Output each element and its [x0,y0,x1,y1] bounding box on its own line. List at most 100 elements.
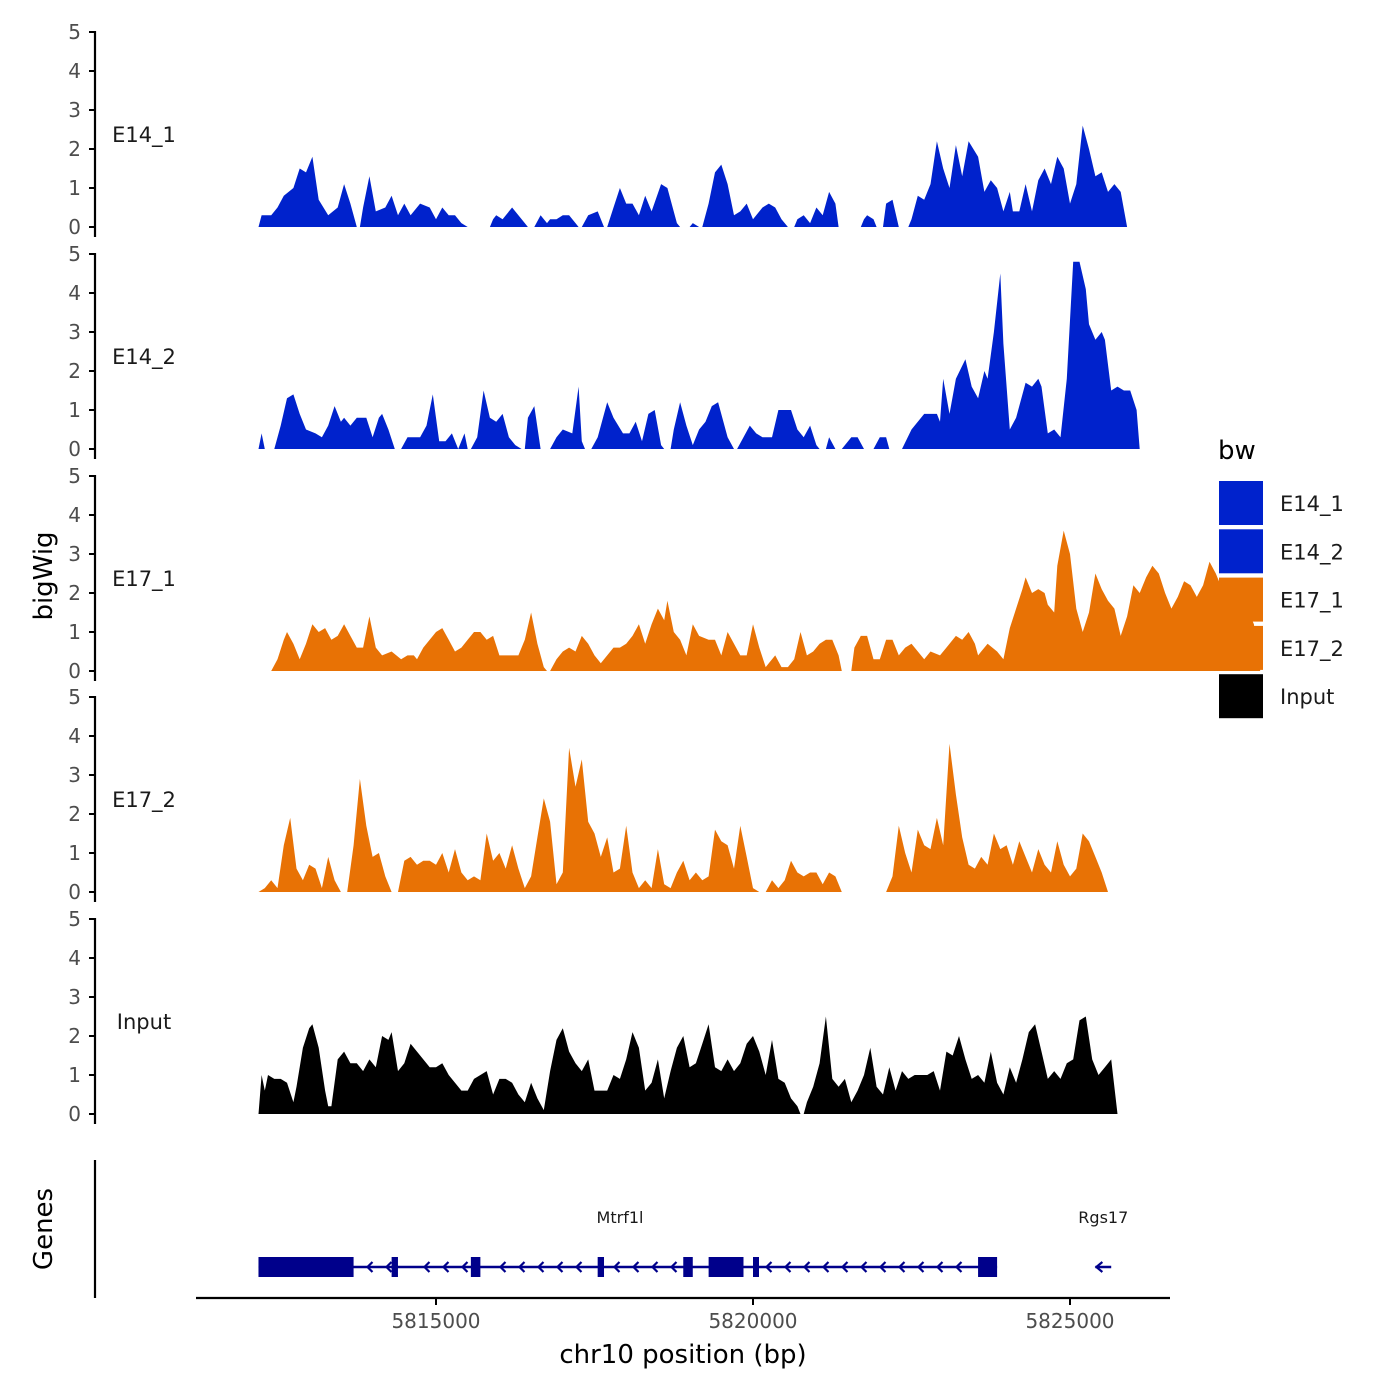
track-label: E17_2 [112,788,176,813]
legend-swatch [1219,577,1263,622]
legend-label: E14_2 [1280,540,1344,565]
strand-arrow [954,1261,963,1273]
legend-swatch [1219,481,1263,525]
strand-arrow [935,1261,944,1273]
legend-swatch [1219,674,1263,719]
y-tick-label: 2 [68,1024,81,1048]
y-tick-label: 1 [68,620,81,644]
y-tick-label: 3 [68,542,81,566]
strand-arrow [669,1261,678,1273]
gene-exon [753,1257,759,1277]
y-tick-label: 1 [68,398,81,422]
strand-arrow [460,1261,469,1273]
y-tick-label: 3 [68,98,81,122]
strand-arrow [878,1261,887,1273]
legend-title: bw [1218,436,1256,466]
gene-exon [470,1257,481,1277]
y-tick-label: 5 [68,464,81,488]
track-label: Input [117,1010,171,1034]
strand-arrow [916,1261,925,1273]
strand-arrow [821,1261,830,1273]
y-tick-label: 0 [68,215,81,239]
strand-arrow [574,1261,583,1273]
y-tick-label: 1 [68,1063,81,1087]
y-tick-label: 4 [68,724,81,748]
strand-arrow [859,1261,868,1273]
legend-swatch [1219,625,1263,670]
legend-label: E14_1 [1280,492,1344,517]
y-tick-label: 4 [68,503,81,527]
x-tick-label: 5825000 [1025,1309,1114,1333]
genes-title: Genes [29,1188,59,1270]
y-tick-label: 0 [68,437,81,461]
y-tick-label: 3 [68,763,81,787]
y-tick-label: 3 [68,985,81,1009]
strand-arrow [555,1261,564,1273]
y-tick-label: 2 [68,359,81,383]
y-tick-label: 4 [68,946,81,970]
y-tick-label: 1 [68,841,81,865]
y-tick-label: 2 [68,137,81,161]
gene-exon [708,1257,744,1277]
area-input [258,1016,1118,1114]
tracks-layer: 0 1 2 3 4 5 E14_1 0 1 2 3 4 5 E14_2 0 1 2 3 4 5 E17_1 0 1 2 3 4 5 E… [29,20,1261,1126]
strand-arrow [498,1261,507,1273]
gene-exon [978,1257,998,1277]
y-tick-label: 0 [68,1102,81,1126]
gene-exon [258,1257,354,1277]
y-tick-label: 4 [68,281,81,305]
y-tick-label: 5 [68,242,81,266]
track-label: E14_2 [112,345,176,370]
area-e14_1 [258,125,1128,227]
strand-arrow [631,1261,640,1273]
strand-arrow [840,1261,849,1273]
gene-label: Rgs17 [1078,1208,1128,1227]
strand-arrow [612,1261,621,1273]
x-axis-title: chr10 position (bp) [559,1340,806,1370]
y-tick-label: 2 [68,802,81,826]
track-e14_1: 0 1 2 3 4 5 E14_1 [68,20,1128,239]
y-tick-label: 0 [68,659,81,683]
strand-arrow [1094,1261,1104,1273]
track-input: 0 1 2 3 4 5 Input [68,907,1118,1126]
y-tick-label: 1 [68,176,81,200]
gene-exon [683,1257,693,1277]
track-e17_2: 0 1 2 3 4 5 E17_2 [68,685,1108,904]
strand-arrow [764,1261,773,1273]
area-e14_2 [258,261,1140,449]
track-label: E17_1 [112,567,176,592]
x-tick-label: 5820000 [708,1309,797,1333]
legend-label: E17_1 [1280,589,1344,614]
gene-exon [391,1257,398,1277]
legend-label: Input [1280,685,1334,709]
y-axis-title: bigWig [29,531,59,620]
gene-rgs17: Rgs17 [1078,1208,1128,1273]
x-axis: 5815000 5820000 5825000 chr10 position (bp) [196,1296,1170,1370]
y-tick-label: 3 [68,320,81,344]
y-tick-label: 4 [68,59,81,83]
legend-label: E17_2 [1280,637,1344,662]
strand-arrow [384,1261,393,1273]
y-tick-label: 5 [68,685,81,709]
strand-arrow [536,1261,545,1273]
y-tick-label: 2 [68,581,81,605]
gene-label: Mtrf1l [597,1208,644,1227]
strand-arrow [441,1261,450,1273]
track-e17_1: 0 1 2 3 4 5 E17_1 [68,464,1261,683]
strand-arrow [650,1261,659,1273]
x-tick-label: 5815000 [391,1309,480,1333]
y-tick-label: 5 [68,20,81,44]
strand-arrow [365,1261,374,1273]
genes-panel: Genes Mtrf1l Rgs17 [29,1160,1128,1298]
legend: bw E14_1 E14_2 E17_1 E17_2 Input [1218,436,1344,719]
strand-arrow [897,1261,906,1273]
y-tick-label: 0 [68,880,81,904]
area-e17_1 [271,530,1261,671]
strand-arrow [783,1261,792,1273]
strand-arrow [802,1261,811,1273]
track-label: E14_1 [112,123,176,148]
gene-mtrf1l: Mtrf1l [258,1208,998,1277]
legend-swatch [1219,529,1263,574]
gene-exon [597,1257,605,1277]
